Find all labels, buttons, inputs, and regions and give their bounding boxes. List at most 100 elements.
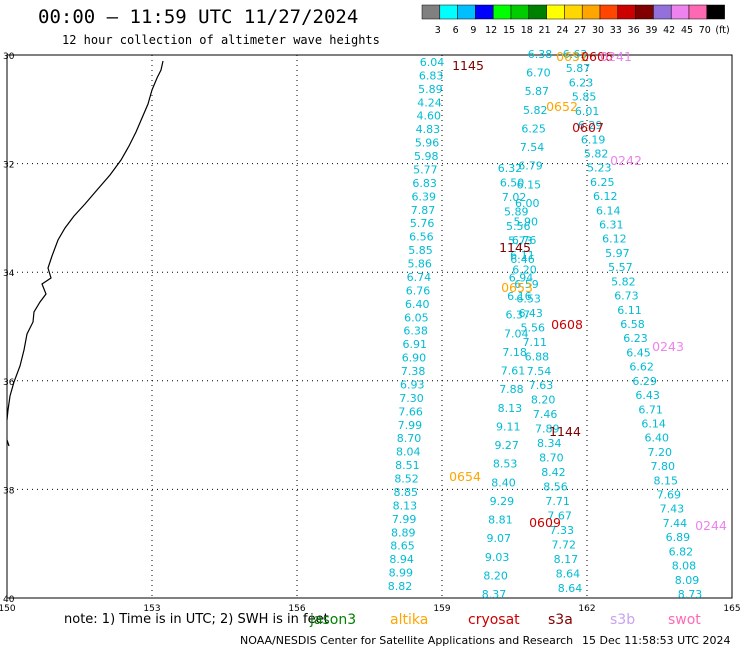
wave-height-label: 8.17 <box>554 553 579 566</box>
wave-height-label: 6.79 <box>518 160 543 173</box>
wave-height-label: 6.93 <box>400 378 425 391</box>
wave-height-label: 6.37 <box>506 309 531 322</box>
wave-height-label: 6.12 <box>602 233 627 246</box>
wave-height-label: 8.99 <box>389 567 414 580</box>
wave-height-label: 7.04 <box>504 327 529 340</box>
wave-height-label: 6.31 <box>599 219 624 232</box>
wave-height-label: 6.23 <box>569 76 594 89</box>
wave-height-label: 5.90 <box>513 216 538 229</box>
wave-height-label: 6.38 <box>528 48 553 61</box>
colorbar-label: 21 <box>539 25 551 36</box>
wave-height-label: 7.89 <box>535 423 560 436</box>
wave-height-label: 6.58 <box>620 318 645 331</box>
wave-height-label: 8.70 <box>397 432 422 445</box>
wave-height-label: 5.85 <box>408 244 433 257</box>
wave-height-label: 6.74 <box>407 271 432 284</box>
wave-height-label: 8.82 <box>388 580 413 593</box>
credit-line: NOAA/NESDIS Center for Satellite Applica… <box>240 634 574 647</box>
pass-time-label: 0244 <box>695 518 727 533</box>
wave-height-label: 7.72 <box>552 539 577 552</box>
wave-height-label: 7.20 <box>647 446 672 459</box>
wave-height-label: 5.56 <box>521 321 546 334</box>
wave-height-label: 7.99 <box>398 419 423 432</box>
wave-height-label: 6.40 <box>405 298 430 311</box>
wave-height-label: 5.89 <box>504 205 529 218</box>
wave-height-label: 6.04 <box>420 56 445 69</box>
wave-height-label: 7.54 <box>520 141 545 154</box>
wave-height-label: 5.57 <box>608 261 633 274</box>
pass-time-label: 0607 <box>572 120 604 135</box>
wave-height-label: 7.38 <box>401 365 426 378</box>
wave-height-label: 6.43 <box>635 389 660 402</box>
pass-time-label: 1145 <box>452 58 484 73</box>
wave-height-label: 5.73 <box>508 234 533 247</box>
pass-time-label: 0651 <box>556 49 588 64</box>
longitude-label: 162 <box>578 604 595 612</box>
wave-height-label: 7.44 <box>663 517 688 530</box>
latitude-label: 36 <box>3 378 15 388</box>
wave-height-label: 8.65 <box>390 540 415 553</box>
wave-height-label: 6.16 <box>507 290 532 303</box>
wave-height-label: 7.11 <box>523 336 548 349</box>
wave-height-label: 8.13 <box>393 499 418 512</box>
wave-height-label: 9.27 <box>494 439 519 452</box>
colorbar-label: 6 <box>453 25 459 36</box>
wave-height-label: 9.07 <box>487 532 512 545</box>
wave-height-label: 5.76 <box>410 217 435 230</box>
wave-height-label: 8.20 <box>483 569 508 582</box>
wave-height-label: 6.63 <box>563 48 588 61</box>
wave-height-label: 7.63 <box>529 379 554 392</box>
wave-height-label: 5.98 <box>414 150 439 163</box>
wave-height-label: 6.83 <box>412 177 437 190</box>
wave-height-label: 4.24 <box>417 96 442 109</box>
colorbar-label: 36 <box>628 25 640 36</box>
colorbar-label: 42 <box>663 25 675 36</box>
pass-time-label: 0242 <box>610 153 642 168</box>
wave-height-label: 7.18 <box>502 346 527 359</box>
wave-height-label: 9.29 <box>490 495 515 508</box>
wave-height-label: 5.82 <box>611 275 636 288</box>
colorbar-label: 15 <box>503 25 515 36</box>
satellite-legend-cryosat: cryosat <box>468 612 520 628</box>
wave-height-label: 8.85 <box>393 486 418 499</box>
wave-height-label: 6.14 <box>641 417 666 430</box>
wave-height-label: 6.70 <box>526 67 551 80</box>
color-scale-legend: 3 6 9 12 15 18 21 24 27 30 33 36 39 42 45 70 (ft) <box>421 4 730 36</box>
wave-height-label: 6.29 <box>578 119 603 132</box>
wave-height-label: 8.56 <box>543 481 568 494</box>
latitude-label: 38 <box>3 486 15 496</box>
colorbar-swatch <box>706 4 725 20</box>
wave-height-label: 4.60 <box>416 110 441 123</box>
colorbar-label: 9 <box>470 25 476 36</box>
pass-time-label: 0654 <box>449 469 481 484</box>
latitude-label: 34 <box>3 269 15 279</box>
wave-height-label: 5.87 <box>525 85 550 98</box>
wave-height-label: 6.40 <box>644 432 669 445</box>
wave-height-label: 5.89 <box>418 83 443 96</box>
wave-height-label: 7.33 <box>549 524 574 537</box>
longitude-label: 165 <box>723 604 740 612</box>
wave-height-label: 8.53 <box>493 458 518 471</box>
pass-time-label: 0606 <box>581 49 613 64</box>
colorbar-label: 45 <box>681 25 693 36</box>
wave-height-label: 5.87 <box>566 62 591 75</box>
pass-time-label: 1144 <box>549 424 581 439</box>
colorbar-label: 12 <box>485 25 497 36</box>
wave-height-label: 5.97 <box>605 247 630 260</box>
wave-height-label: 8.08 <box>672 560 697 573</box>
wave-height-label: 6.88 <box>525 350 550 363</box>
pass-time-label: 1145 <box>499 240 531 255</box>
wave-height-label: 6.15 <box>517 178 542 191</box>
wave-height-label: 7.66 <box>398 405 423 418</box>
wave-height-label: 6.62 <box>629 361 654 374</box>
wave-height-label: 4.83 <box>416 123 441 136</box>
map-frame <box>6 54 733 599</box>
wave-height-label: 7.61 <box>501 365 526 378</box>
colorbar-label: 30 <box>592 25 604 36</box>
wave-height-label: 6.59 <box>514 278 539 291</box>
satellite-legend-altika: altika <box>390 612 429 628</box>
wave-height-label: 7.54 <box>527 365 552 378</box>
wave-height-label: 7.67 <box>547 510 572 523</box>
wave-height-label: 8.52 <box>394 473 419 486</box>
wave-height-label: 8.15 <box>654 474 679 487</box>
